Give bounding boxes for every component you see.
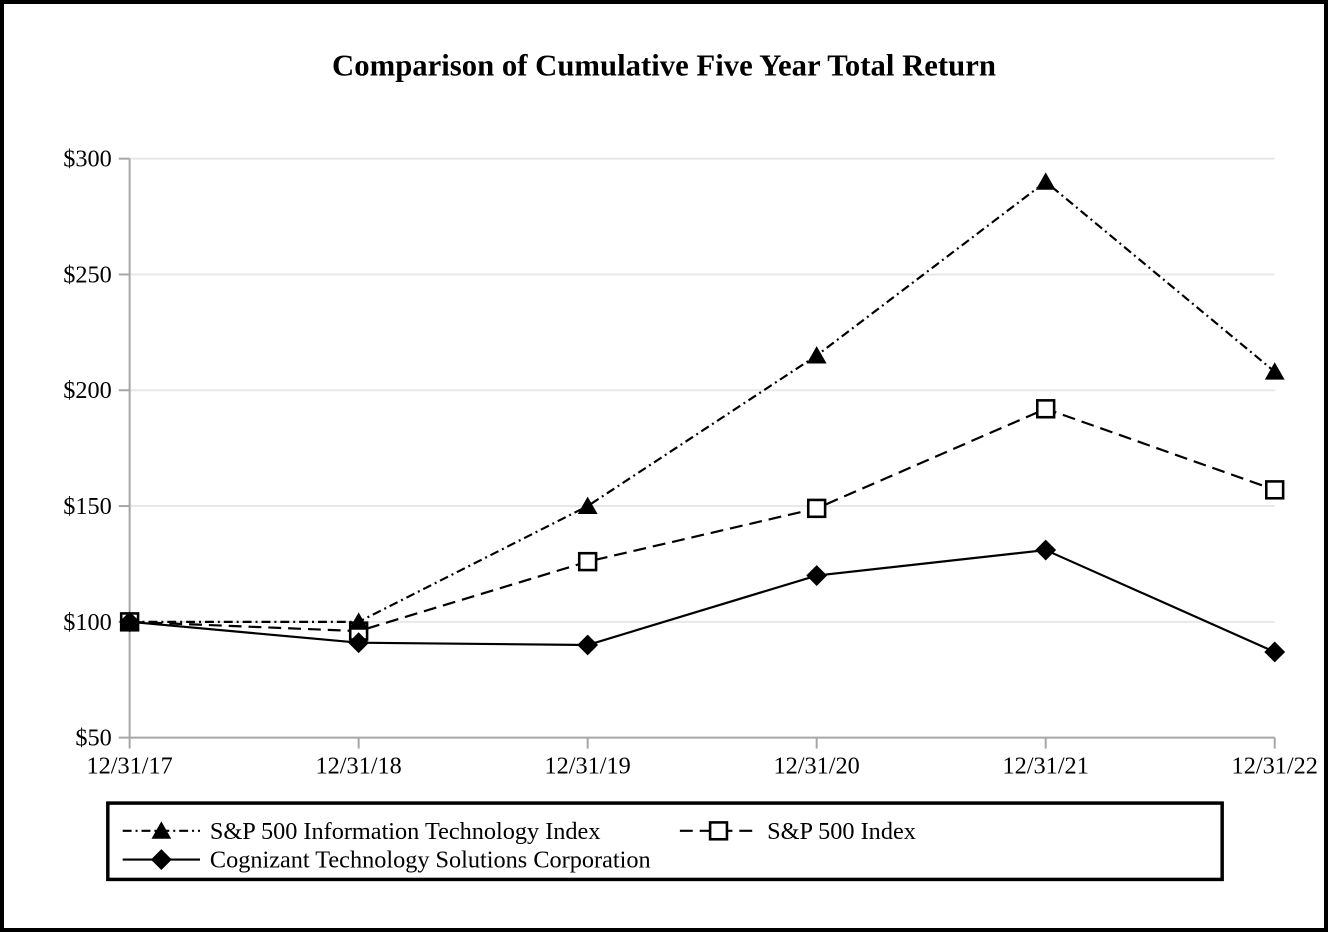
series-line-2	[129, 548, 1276, 653]
y-axis-label: $300	[63, 146, 112, 173]
legend-marker-open-square	[708, 821, 729, 841]
legend-box	[106, 801, 1224, 882]
marker-diamond	[119, 611, 141, 633]
legend-label: S&P 500 Information Technology Index	[210, 818, 601, 845]
x-axis-label: 12/31/22	[1232, 752, 1318, 779]
x-axis-label: 12/31/18	[316, 752, 402, 779]
marker-triangle	[1264, 362, 1285, 380]
y-axis-label: $50	[75, 725, 111, 752]
y-axis-label: $100	[63, 609, 112, 636]
y-axis-label: $200	[63, 377, 112, 404]
marker-triangle	[348, 612, 369, 630]
legend-item-0: S&P 500 Information Technology Index	[122, 818, 601, 845]
marker-triangle	[577, 496, 598, 514]
y-axis-label: $250	[63, 261, 112, 288]
marker-triangle	[1035, 172, 1056, 190]
marker-diamond	[806, 565, 828, 586]
y-axis-label: $150	[63, 493, 112, 520]
x-axis-label: 12/31/20	[774, 752, 860, 779]
marker-open-square	[1264, 480, 1285, 500]
legend: S&P 500 Information Technology Index S&P …	[106, 801, 1224, 882]
legend-label: S&P 500 Index	[767, 818, 916, 845]
marker-diamond	[348, 632, 370, 654]
legend-item-1: S&P 500 Index	[679, 818, 916, 845]
series-line-1	[129, 407, 1276, 633]
x-axis-label: 12/31/19	[545, 752, 631, 779]
data-series	[129, 180, 1276, 653]
gridlines	[129, 157, 1275, 623]
legend-items: S&P 500 Information Technology Index S&P …	[122, 818, 916, 874]
data-markers	[119, 172, 1286, 663]
line-chart: $50 $100 $150 $200 $250 $300 12/31/17 12/31/18 1…	[63, 48, 1318, 882]
axis-labels: $50 $100 $150 $200 $250 $300 12/31/17 12/31/18 1…	[63, 146, 1318, 780]
x-axis-label: 12/31/21	[1003, 752, 1089, 779]
marker-diamond	[1264, 641, 1286, 663]
legend-marker-diamond	[150, 849, 172, 871]
marker-diamond	[1035, 539, 1057, 561]
chart-title: Comparison of Cumulative Five Year Total…	[332, 48, 996, 82]
legend-item-2: Cognizant Technology Solutions Corporati…	[122, 847, 651, 874]
axes	[118, 157, 1276, 749]
x-axis-label: 12/31/17	[86, 752, 172, 779]
marker-open-square	[577, 551, 598, 572]
marker-diamond	[577, 634, 599, 656]
marker-open-square	[806, 498, 827, 519]
legend-label: Cognizant Technology Solutions Corporati…	[210, 847, 651, 874]
marker-open-square	[1035, 399, 1056, 419]
legend-marker-triangle	[151, 821, 172, 839]
series-line-0	[129, 180, 1276, 623]
marker-triangle	[806, 346, 827, 364]
